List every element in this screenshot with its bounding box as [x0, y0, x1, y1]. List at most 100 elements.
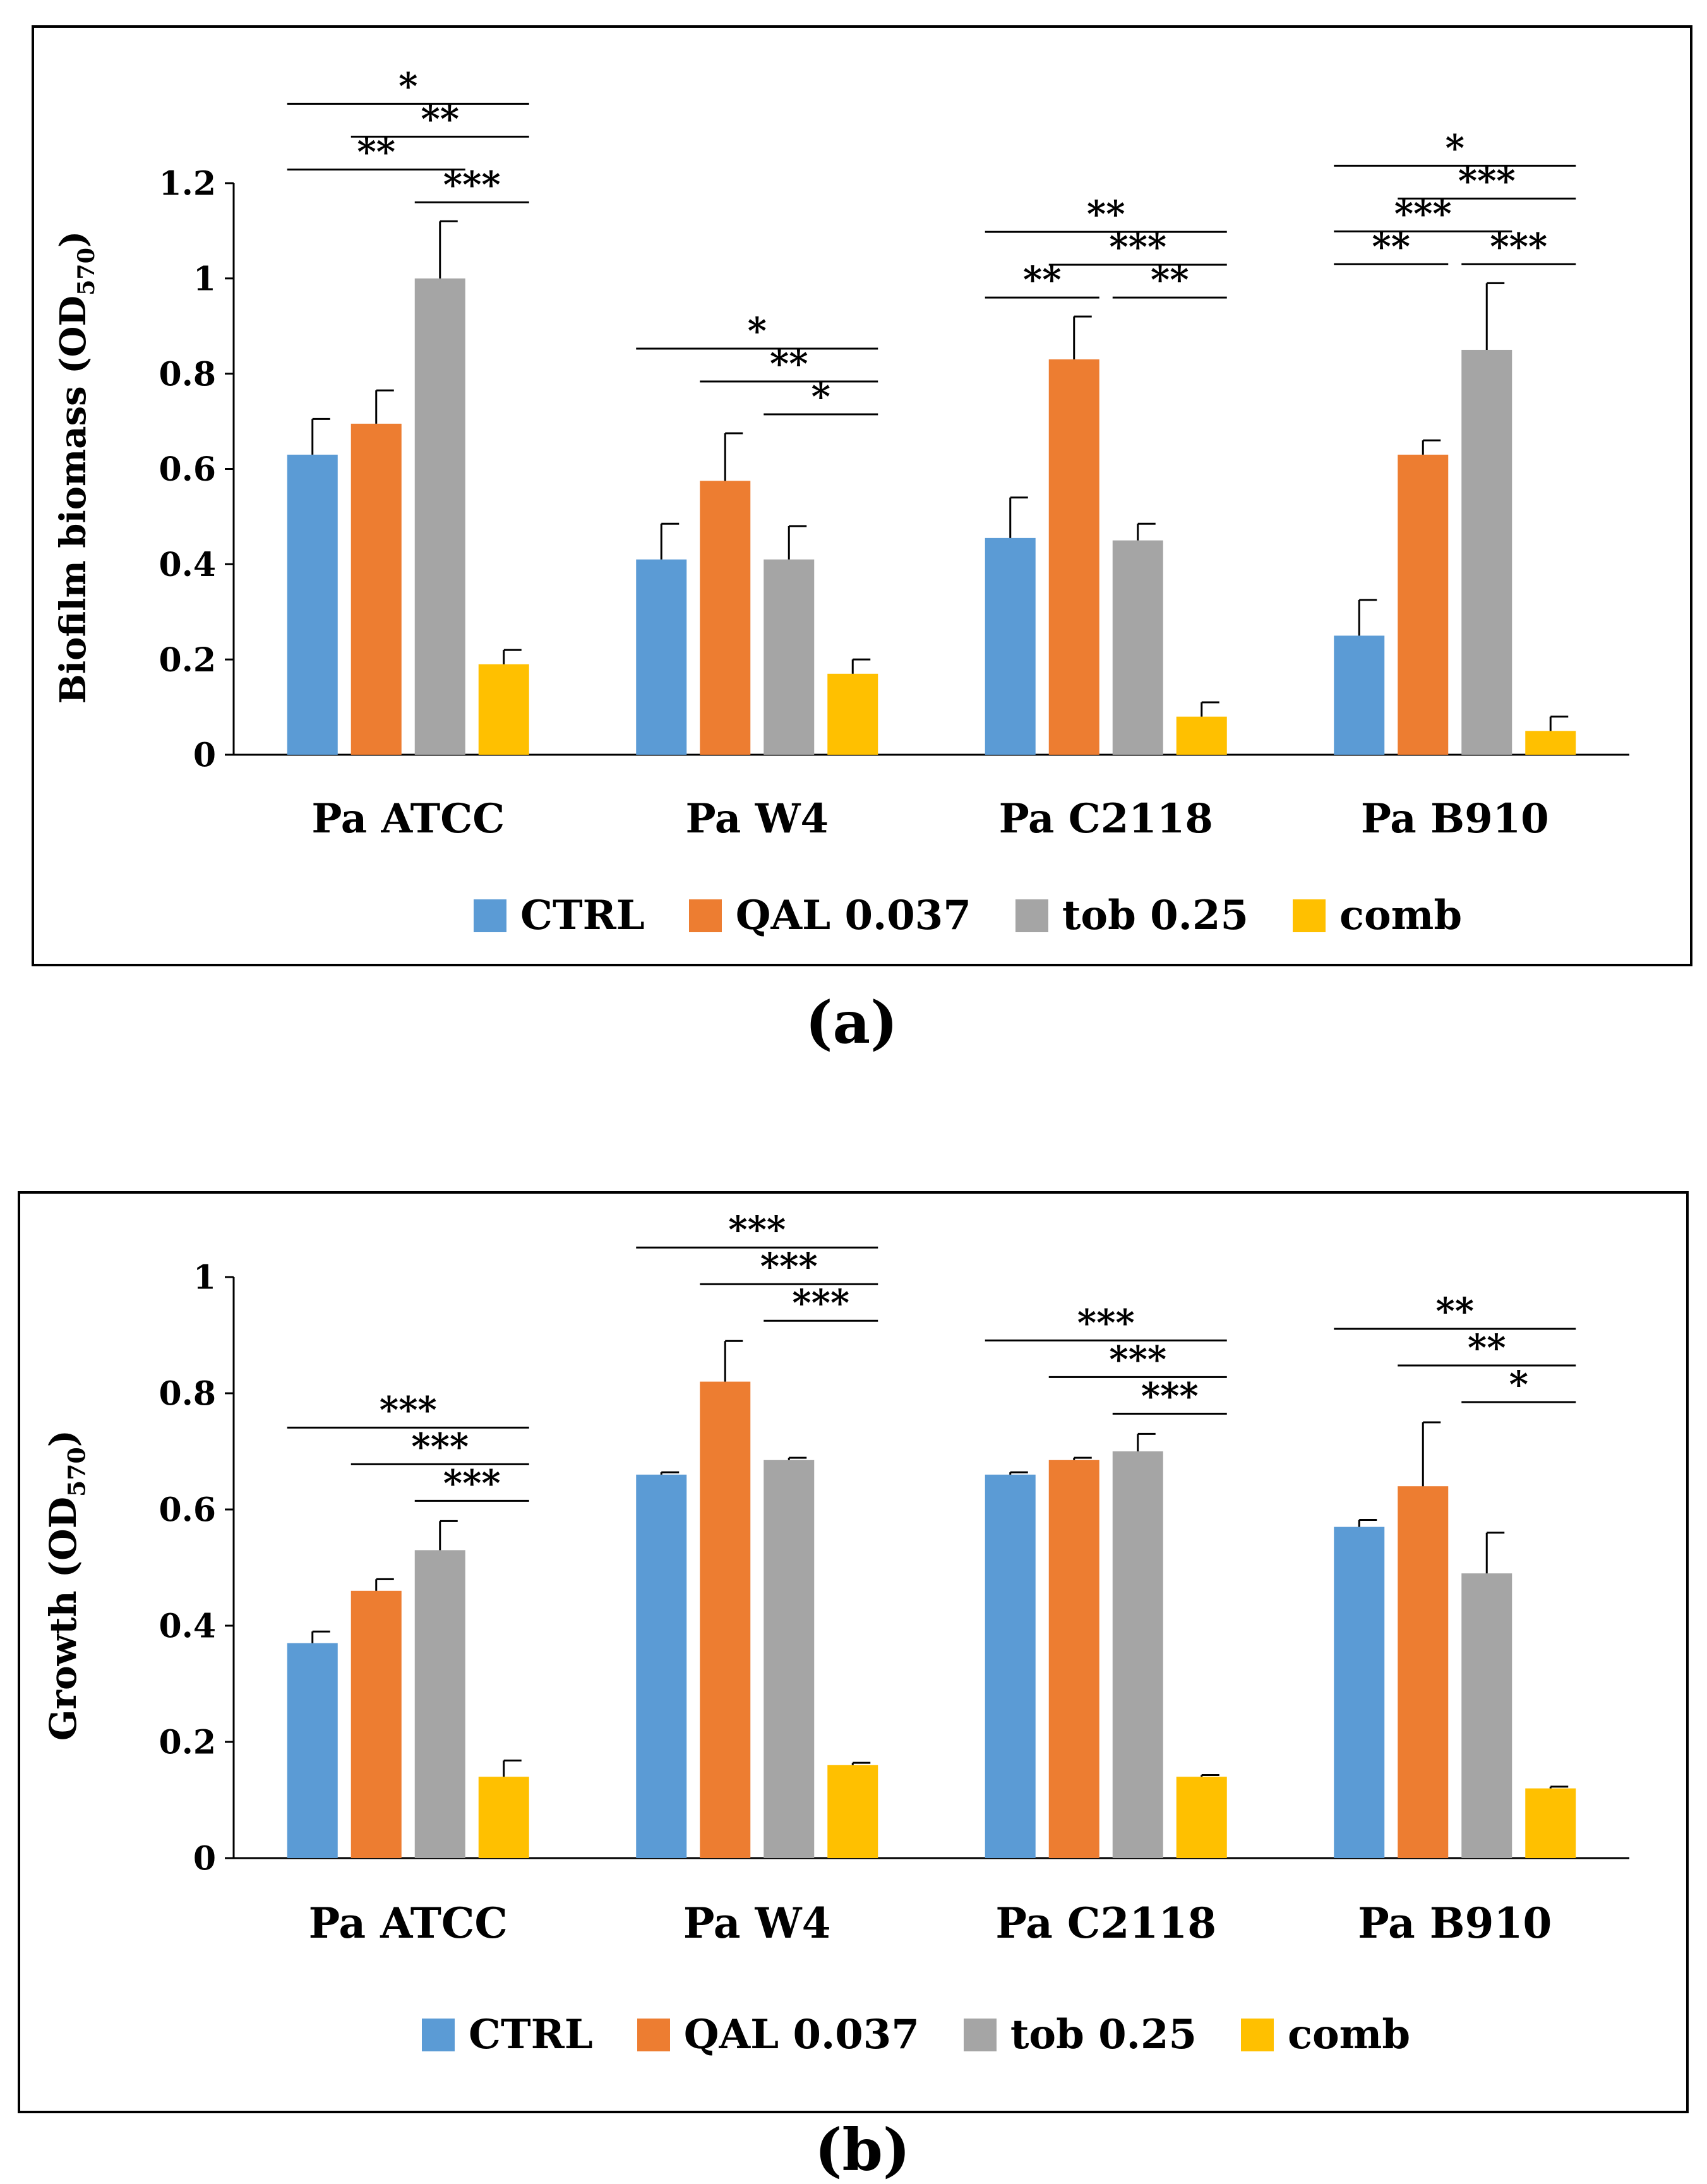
legend-swatch-tob	[1015, 899, 1048, 932]
bar	[636, 559, 687, 755]
bar	[827, 1765, 878, 1858]
x-category-label: Pa B910	[1358, 1899, 1552, 1948]
bar	[764, 559, 815, 755]
bar	[414, 1550, 465, 1858]
significance-label: ***	[728, 1208, 786, 1251]
y-tick-label: 0	[193, 736, 216, 775]
bar	[350, 1590, 402, 1858]
bar	[1112, 1451, 1163, 1858]
y-axis-title-main: Growth (OD	[42, 1497, 85, 1741]
bar	[1461, 1573, 1512, 1858]
bar	[985, 1474, 1036, 1858]
legend-item-tob: tob 0.25	[963, 2011, 1197, 2058]
legend-label-ctrl: CTRL	[520, 892, 645, 939]
bar	[287, 1643, 338, 1858]
y-tick-label: 0.4	[159, 1607, 216, 1646]
bar	[1334, 635, 1385, 755]
legend-item-ctrl: CTRL	[474, 892, 645, 939]
significance-label: *	[748, 309, 767, 352]
chart-b: 0 0.2 0.4 0.6 0.8 1 Growth (OD570) Pa ATCC Pa W4…	[42, 1208, 1629, 1948]
legend-item-tob: tob 0.25	[1015, 892, 1249, 939]
y-axis-title: Biofilm biomass (OD570)	[52, 231, 100, 704]
legend-swatch-ctrl	[422, 2018, 455, 2051]
y-tick-label: 1	[193, 260, 216, 299]
y-tick-label: 1.2	[159, 165, 216, 203]
y-axis-title-close: )	[52, 231, 94, 248]
significance-label: **	[1087, 193, 1125, 236]
x-category-label: Pa W4	[683, 1899, 831, 1948]
legend-item-qal: QAL 0.037	[688, 892, 971, 939]
y-tick-label: 0.6	[159, 450, 216, 489]
bar	[350, 423, 402, 755]
bar	[1176, 716, 1227, 755]
significance-label: ***	[411, 1425, 469, 1468]
legend-b: CTRL QAL 0.037 tob 0.25 comb	[422, 2011, 1454, 2058]
significance-label: **	[1468, 1326, 1506, 1369]
y-tick-label: 1	[193, 1259, 216, 1297]
y-tick-label: 0.6	[159, 1491, 216, 1530]
y-tick-label: 0.2	[159, 1724, 216, 1762]
legend-swatch-tob	[963, 2018, 997, 2051]
bar	[636, 1474, 687, 1858]
y-tick-label: 0	[193, 1840, 216, 1878]
bar	[1334, 1527, 1385, 1858]
legend-label-qal: QAL 0.037	[735, 892, 971, 939]
x-category-label: Pa B910	[1361, 795, 1549, 843]
legend-swatch-ctrl	[474, 899, 506, 932]
bar	[1461, 349, 1512, 755]
y-tick-label: 0.2	[159, 641, 216, 680]
x-category-label: Pa ATCC	[311, 795, 505, 843]
y-axis-title-main: Biofilm biomass (OD	[52, 296, 94, 704]
legend-swatch-qal	[688, 899, 722, 932]
y-axis-title-close: )	[42, 1430, 85, 1447]
panel-label-a: (a)	[805, 988, 898, 1057]
bar	[764, 1460, 815, 1858]
panel-label-b: (b)	[815, 2116, 911, 2184]
legend-item-ctrl: CTRL	[422, 2011, 593, 2058]
bar	[478, 1777, 529, 1858]
bar	[1048, 1460, 1099, 1858]
significance-label: *	[1446, 126, 1464, 169]
significance-label: *	[398, 64, 417, 107]
y-axis-title-subscript: 570	[73, 248, 100, 296]
significance-label: ***	[443, 1461, 501, 1504]
bar	[985, 537, 1036, 755]
significance-label: ***	[380, 1388, 437, 1431]
chart-frame-a	[32, 25, 1692, 966]
y-axis-title: Growth (OD570)	[42, 1430, 91, 1741]
significance-label: ***	[792, 1281, 849, 1324]
chart-frame-b	[18, 1191, 1689, 2113]
x-category-label: Pa W4	[685, 795, 829, 843]
legend-label-comb: comb	[1339, 892, 1463, 939]
legend-swatch-comb	[1241, 2018, 1274, 2051]
significance-label: ***	[1141, 1374, 1199, 1417]
bar	[1112, 540, 1163, 755]
significance-label: **	[1435, 1290, 1474, 1333]
bar	[700, 481, 751, 755]
significance-label: ***	[1077, 1301, 1135, 1344]
y-tick-label: 0.8	[159, 355, 216, 393]
legend-label-ctrl: CTRL	[469, 2011, 593, 2058]
panel-a: 0 0.2 0.4 0.6 0.8 1 1.2 Biofilm biomass (OD570)…	[0, 0, 1707, 1067]
x-category-label: Pa C2118	[999, 795, 1213, 843]
bar	[414, 278, 465, 755]
legend-a: CTRL QAL 0.037 tob 0.25 comb	[474, 892, 1506, 939]
legend-label-qal: QAL 0.037	[683, 2011, 919, 2058]
legend-label-tob: tob 0.25	[1010, 2011, 1197, 2058]
y-axis-title-subscript: 570	[63, 1447, 91, 1497]
panel-b: 0 0.2 0.4 0.6 0.8 1 Growth (OD570) Pa ATCC Pa W4…	[0, 1156, 1707, 2184]
legend-label-comb: comb	[1288, 2011, 1411, 2058]
legend-swatch-comb	[1293, 899, 1326, 932]
chart-a: 0 0.2 0.4 0.6 0.8 1 1.2 Biofilm biomass (OD570)…	[52, 64, 1629, 843]
bar	[478, 664, 529, 755]
significance-label: ***	[760, 1245, 818, 1288]
significance-label: ***	[1109, 1338, 1166, 1381]
legend-item-comb: comb	[1293, 892, 1462, 939]
x-category-label: Pa C2118	[995, 1899, 1216, 1948]
y-tick-label: 0.8	[159, 1375, 216, 1413]
bar	[1048, 359, 1099, 755]
significance-label: *	[1509, 1363, 1528, 1406]
bar	[1398, 454, 1449, 755]
legend-swatch-qal	[637, 2018, 670, 2051]
legend-label-tob: tob 0.25	[1062, 892, 1249, 939]
